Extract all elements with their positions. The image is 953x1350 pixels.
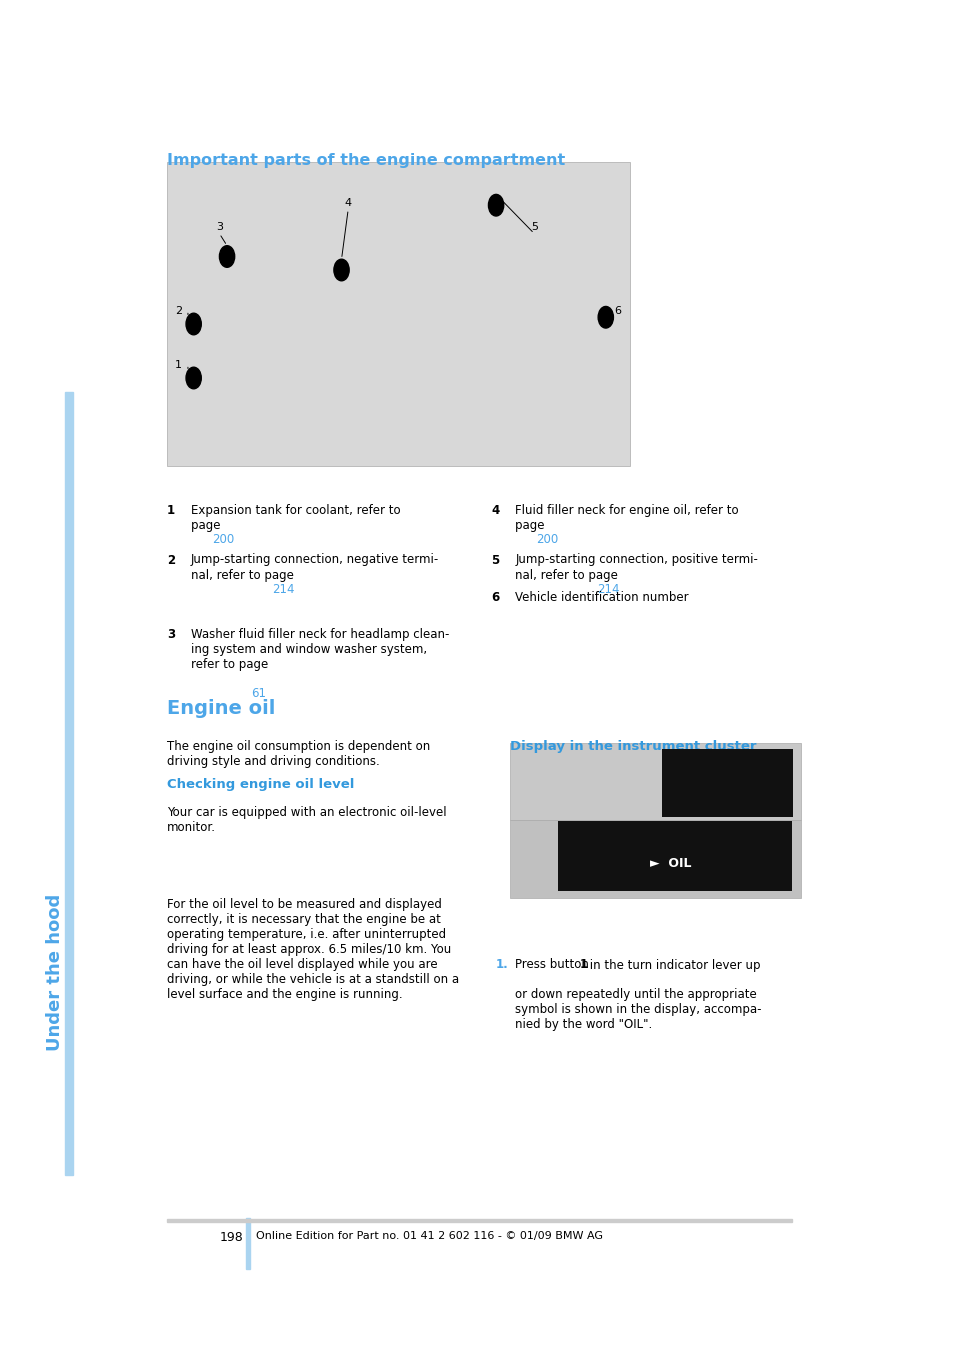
- Text: Vehicle identification number: Vehicle identification number: [515, 591, 688, 605]
- Bar: [558, 821, 791, 891]
- Text: 61: 61: [251, 687, 266, 701]
- Text: ►  OIL: ► OIL: [649, 857, 691, 871]
- Text: 2: 2: [174, 305, 182, 316]
- Text: 1.: 1.: [496, 958, 508, 972]
- Text: 4: 4: [344, 197, 352, 208]
- Text: in the turn indicator lever up: in the turn indicator lever up: [585, 958, 760, 972]
- Circle shape: [219, 246, 234, 267]
- Bar: [65, 392, 72, 1174]
- Text: Fluid filler neck for engine oil, refer to
page: Fluid filler neck for engine oil, refer …: [515, 504, 738, 532]
- Text: Engine oil: Engine oil: [167, 699, 275, 718]
- Bar: [246, 1218, 250, 1269]
- Text: Online Edition for Part no. 01 41 2 602 116 - © 01/09 BMW AG: Online Edition for Part no. 01 41 2 602 …: [255, 1231, 602, 1241]
- Text: Your car is equipped with an electronic oil-level
monitor.: Your car is equipped with an electronic …: [167, 806, 446, 834]
- Bar: [510, 743, 801, 821]
- Text: 4: 4: [491, 504, 499, 517]
- Text: 2: 2: [167, 554, 175, 567]
- Text: 3: 3: [167, 628, 175, 641]
- Text: The engine oil consumption is dependent on
driving style and driving conditions.: The engine oil consumption is dependent …: [167, 740, 430, 768]
- Text: 198: 198: [219, 1231, 243, 1245]
- Circle shape: [334, 259, 349, 281]
- Text: 3: 3: [215, 221, 223, 232]
- Text: Press button: Press button: [515, 958, 592, 972]
- Bar: [510, 821, 801, 898]
- Text: 1: 1: [167, 504, 175, 517]
- Text: or down repeatedly until the appropriate
symbol is shown in the display, accompa: or down repeatedly until the appropriate…: [515, 988, 760, 1031]
- Circle shape: [488, 194, 503, 216]
- Bar: [167, 1219, 791, 1222]
- Circle shape: [598, 306, 613, 328]
- Text: 5: 5: [491, 554, 499, 567]
- Text: Important parts of the engine compartment: Important parts of the engine compartmen…: [167, 153, 564, 167]
- Bar: [661, 749, 792, 817]
- Text: 5: 5: [530, 221, 537, 232]
- Text: 214: 214: [597, 583, 618, 597]
- Text: 200: 200: [212, 533, 234, 547]
- Text: Under the hood: Under the hood: [47, 894, 64, 1050]
- Circle shape: [186, 313, 201, 335]
- Bar: [167, 162, 629, 466]
- Text: 1: 1: [579, 958, 588, 972]
- Text: Display in the instrument cluster: Display in the instrument cluster: [510, 740, 756, 753]
- Text: 6: 6: [614, 305, 621, 316]
- Circle shape: [186, 367, 201, 389]
- Text: 200: 200: [536, 533, 558, 547]
- Text: Expansion tank for coolant, refer to
page: Expansion tank for coolant, refer to pag…: [191, 504, 400, 532]
- Text: 6: 6: [491, 591, 499, 605]
- Text: Jump-starting connection, negative termi-
nal, refer to page: Jump-starting connection, negative termi…: [191, 554, 438, 582]
- Text: Checking engine oil level: Checking engine oil level: [167, 778, 354, 791]
- Text: For the oil level to be measured and displayed
correctly, it is necessary that t: For the oil level to be measured and dis…: [167, 898, 458, 1000]
- Text: 1: 1: [174, 359, 182, 370]
- Text: Jump-starting connection, positive termi-
nal, refer to page: Jump-starting connection, positive termi…: [515, 554, 758, 582]
- Text: 214: 214: [273, 583, 294, 597]
- Text: Washer fluid filler neck for headlamp clean-
ing system and window washer system: Washer fluid filler neck for headlamp cl…: [191, 628, 449, 671]
